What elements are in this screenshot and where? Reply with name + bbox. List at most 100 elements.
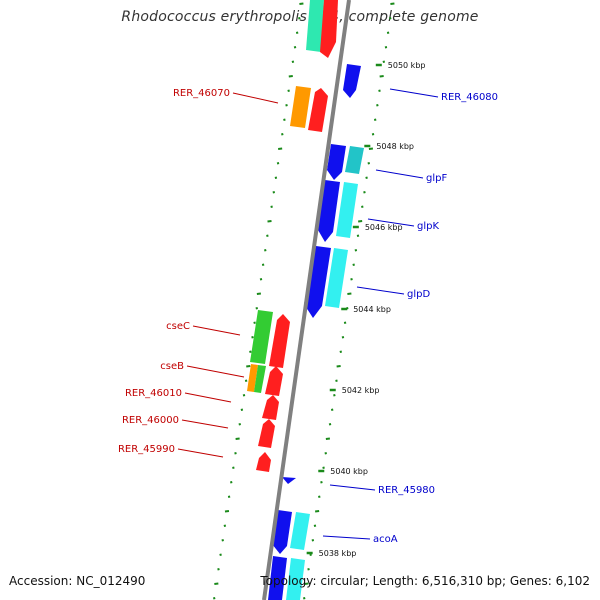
track-dot (384, 46, 388, 49)
feature-block (336, 182, 358, 238)
tick-label: 5042 kbp (342, 386, 380, 395)
gene-label: RER_45990 (118, 444, 175, 455)
track-dot (347, 292, 352, 295)
track-dot (333, 394, 336, 397)
gene-labels: RER_46080 glpF glpK glpD RER_45980 acoA RER_46… (118, 88, 498, 545)
label-leader-line (181, 419, 229, 429)
label-leader-line (389, 88, 439, 98)
map-title: Rhodococcus erythropolis PR4, complete g… (121, 9, 479, 25)
track-dot (291, 60, 295, 63)
label-leader-line (232, 92, 279, 104)
track-dot (324, 452, 327, 455)
track-dot (371, 133, 375, 136)
track-dot (341, 336, 345, 339)
track-dot (343, 321, 347, 324)
track-dot (256, 292, 262, 295)
tick-label: 5046 kbp (365, 223, 403, 232)
feature-block (286, 558, 305, 600)
track-dot (358, 220, 363, 223)
track-dot (288, 75, 293, 78)
track-dot (287, 89, 290, 92)
feature-block (262, 395, 279, 420)
track-dot (246, 365, 251, 368)
feature-block (343, 64, 361, 98)
track-dot (238, 423, 241, 426)
track-dot (267, 220, 272, 223)
track-dot (274, 176, 278, 179)
feature-block (268, 556, 287, 600)
feature-block (320, 0, 338, 58)
feature-block (258, 419, 275, 448)
track-dot (376, 104, 379, 107)
track-dot (232, 466, 235, 469)
track-dot (227, 495, 231, 498)
track-dot (328, 423, 332, 426)
track-dot (224, 510, 230, 513)
track-dot (223, 524, 227, 527)
track-dot (270, 205, 273, 208)
track-dot (365, 176, 368, 179)
track-dot (313, 524, 317, 527)
track-dot (311, 539, 315, 542)
label-leader-line (186, 365, 245, 378)
track-dot (307, 568, 310, 571)
track-dot (302, 597, 306, 600)
track-dot (368, 147, 374, 150)
track-dot (335, 379, 338, 382)
track-dot (219, 553, 222, 556)
feature-block (318, 180, 340, 242)
gene-label: RER_46010 (125, 388, 182, 399)
track-dot (386, 31, 390, 34)
track-dot (221, 539, 224, 542)
track-dot (390, 2, 395, 5)
track-dot (352, 263, 355, 266)
track-dot (234, 452, 237, 455)
label-leader-line (367, 218, 415, 227)
track-dot (379, 75, 384, 78)
feature-block (282, 477, 296, 484)
tick-label: 5038 kbp (319, 549, 357, 558)
feature-block (308, 88, 328, 132)
track-dot (229, 481, 233, 484)
track-dot (212, 597, 216, 600)
feature-block (256, 452, 271, 472)
track-dot (378, 89, 381, 92)
genome-summary: Topology: circular; Length: 6,516,310 bp… (260, 574, 590, 588)
gene-label: glpK (417, 221, 439, 232)
gene-label: RER_46080 (441, 92, 498, 103)
track-dot (320, 481, 323, 484)
track-dot (272, 191, 276, 194)
accession-text: Accession: NC_012490 (9, 574, 146, 588)
kbp-ticks: 5050 kbp 5048 kbp 5046 kbp 5044 kbp 5042 kbp… (306, 61, 425, 558)
feature-block (306, 0, 324, 52)
label-leader-line (375, 169, 424, 179)
feature-block (254, 365, 266, 393)
track-dot (242, 394, 246, 397)
track-dot (330, 408, 334, 411)
track-dot (389, 17, 392, 20)
track-dot (264, 249, 267, 252)
track-dot (322, 466, 325, 469)
track-dot (318, 495, 321, 498)
track-dot (249, 350, 252, 353)
track-dot (315, 510, 320, 513)
feature-block (247, 364, 258, 392)
track-dot (367, 162, 370, 165)
track-dot (356, 234, 360, 237)
track-dot (336, 365, 341, 368)
tick-label: 5044 kbp (353, 305, 391, 314)
gene-label: acoA (373, 534, 398, 545)
gene-label: RER_46000 (122, 415, 179, 426)
track-dot (235, 437, 240, 440)
track-dot (266, 234, 269, 237)
feature-blocks (247, 0, 364, 600)
track-dot (285, 104, 288, 107)
feature-block (290, 86, 311, 128)
feature-block (265, 366, 283, 396)
label-leader-line (322, 535, 371, 540)
tick-label: 5048 kbp (376, 142, 414, 151)
track-dot (276, 162, 280, 165)
feature-block (269, 314, 290, 368)
label-leader-line (184, 392, 232, 403)
gene-label: glpD (407, 289, 430, 300)
